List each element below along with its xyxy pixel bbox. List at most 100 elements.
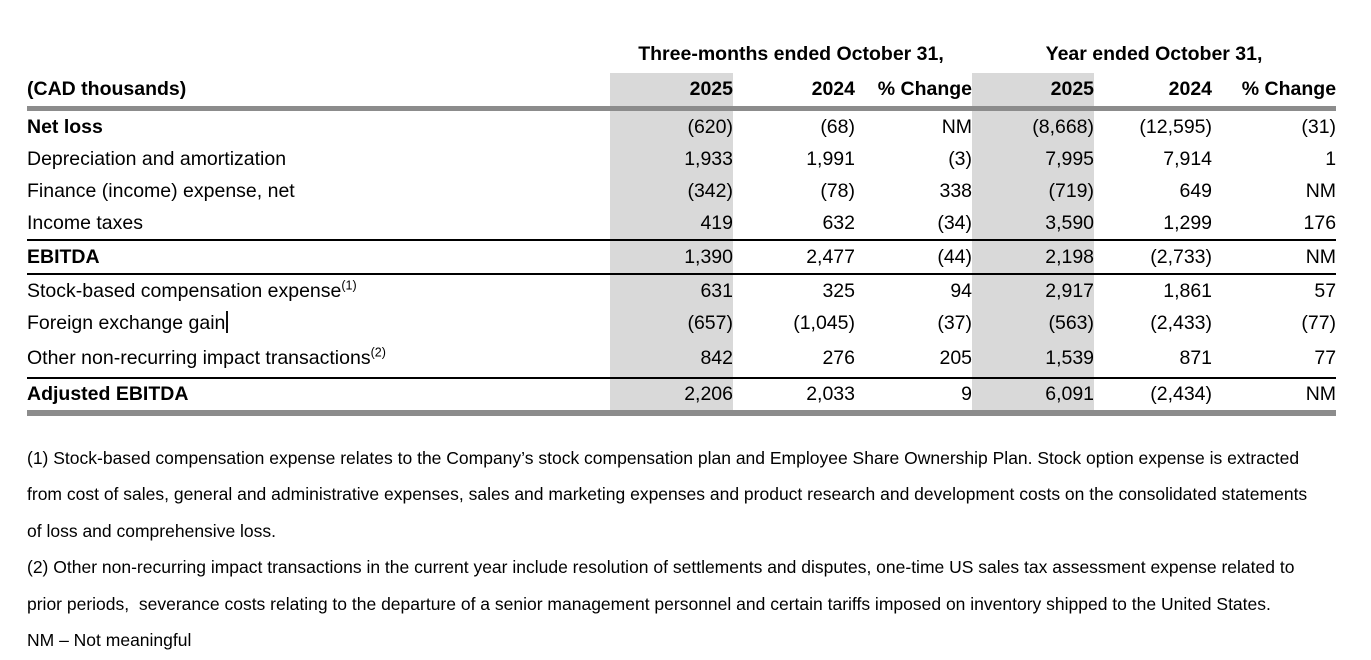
cell-value: (34): [855, 207, 973, 241]
cell-value: 1: [1325, 147, 1337, 170]
col-header-q-change: % Change: [855, 73, 973, 111]
cell-value: 338: [939, 179, 973, 202]
row-label-cell: Depreciation and amortization: [27, 143, 610, 175]
row-label: Foreign exchange gain: [27, 312, 226, 334]
cell-value: (342): [610, 175, 733, 207]
col-header-q-2024: 2024: [733, 73, 855, 111]
cell-value: 1,861: [1163, 279, 1213, 302]
cell-value: (2,733): [1094, 240, 1213, 275]
row-label-cell: Stock-based compensation expense(1): [27, 274, 610, 307]
row-label-cell: Net loss: [27, 109, 610, 144]
row-label: Stock-based compensation expense: [27, 279, 342, 302]
cell-value: 7,914: [1163, 147, 1213, 170]
row-label-cell: EBITDA: [27, 240, 610, 275]
footnote-line: from cost of sales, general and administ…: [27, 484, 1308, 505]
column-header-row: (CAD thousands) 2025 2024 % Change 2025 …: [27, 73, 1337, 111]
units-label: (CAD thousands): [27, 73, 610, 111]
cell-value: 871: [1094, 339, 1213, 379]
cell-value: (37): [937, 311, 973, 334]
cell-value: (657): [610, 307, 733, 339]
table-row-stock-compensation: Stock-based compensation expense(1) 631 …: [27, 274, 1336, 307]
cell-value: 2,477: [733, 240, 855, 275]
financial-statement-document: Three-months ended October 31, Year ende…: [27, 36, 1337, 416]
col-header-y-2025: 2025: [972, 73, 1095, 111]
footnotes-section: (1) Stock-based compensation expense rel…: [27, 440, 1357, 658]
cell-value: 205: [855, 339, 973, 379]
table-row-other-non-recurring: Other non-recurring impact transactions(…: [27, 339, 1337, 379]
cell-value: 325: [822, 279, 855, 302]
cell-value: 77: [1212, 339, 1337, 379]
cell-value: 1,933: [610, 143, 733, 175]
cell-value: NM: [1212, 378, 1337, 416]
cell-value: 9: [855, 378, 973, 416]
cell-value: (1,045): [793, 311, 855, 334]
footnote-ref-1: (1): [341, 278, 357, 292]
cell-value: (563): [972, 307, 1095, 339]
group-header-three-months: Three-months ended October 31,: [638, 43, 944, 65]
cell-value: 176: [1212, 207, 1337, 241]
cell-value: 632: [733, 207, 855, 241]
col-header-q-2025: 2025: [610, 73, 733, 111]
row-label: Depreciation and amortization: [27, 147, 287, 170]
cell-value: 419: [610, 207, 733, 241]
cell-value: NM: [1212, 240, 1337, 275]
table-row-foreign-exchange: Foreign exchange gain (657) (1,045) (37)…: [27, 307, 1336, 339]
table-row-adjusted-ebitda: Adjusted EBITDA 2,206 2,033 9 6,091 (2,4…: [27, 378, 1337, 416]
footnote-line: of loss and comprehensive loss.: [27, 520, 277, 541]
cell-value: 1,390: [610, 240, 733, 275]
ebitda-reconciliation-table: Three-months ended October 31, Year ende…: [27, 36, 1337, 416]
cell-value: 6,091: [972, 378, 1095, 416]
cell-value: 3,590: [972, 207, 1095, 241]
row-label: EBITDA: [27, 245, 100, 268]
cell-value: (44): [855, 240, 973, 275]
row-label: Other non-recurring impact transactions: [27, 346, 371, 369]
table-row-finance: Finance (income) expense, net (342) (78)…: [27, 175, 1336, 207]
cell-value: (12,595): [1139, 115, 1213, 138]
cell-value: 2,033: [733, 378, 855, 416]
table-row-ebitda: EBITDA 1,390 2,477 (44) 2,198 (2,733) NM: [27, 240, 1337, 275]
footnote-line: prior periods, severance costs relating …: [27, 593, 1271, 614]
table-row-income-taxes: Income taxes 419 632 (34) 3,590 1,299 17…: [27, 207, 1337, 241]
cell-value: 7,995: [972, 143, 1095, 175]
footnote-line: (1) Stock-based compensation expense rel…: [27, 448, 1300, 468]
spacer-cell: [27, 36, 610, 73]
cell-value: 94: [950, 279, 973, 302]
cell-value: (68): [820, 115, 855, 138]
cell-value: (8,668): [972, 108, 1095, 143]
cell-value: 842: [610, 339, 733, 379]
cell-value: 1,991: [806, 147, 855, 170]
footnote-nm-legend: NM – Not meaningful: [27, 629, 192, 650]
cell-value: (77): [1301, 311, 1337, 334]
row-label-cell: Income taxes: [27, 207, 610, 241]
cell-value: (2,433): [1150, 311, 1213, 334]
footnote-ref-2: (2): [370, 345, 386, 359]
cell-value: 2,917: [972, 274, 1095, 307]
table-row-depreciation: Depreciation and amortization 1,933 1,99…: [27, 143, 1336, 175]
cell-value: 276: [733, 339, 855, 379]
row-label-cell: Other non-recurring impact transactions(…: [27, 339, 610, 379]
footnote-line: (2) Other non-recurring impact transacti…: [27, 557, 1295, 578]
row-label-cell: Adjusted EBITDA: [27, 378, 610, 416]
cell-value: 649: [1179, 179, 1213, 202]
cell-value: (3): [948, 147, 973, 170]
cell-value: (2,434): [1094, 378, 1213, 416]
text-cursor-caret: [226, 311, 229, 333]
col-header-y-2024: 2024: [1094, 73, 1213, 111]
group-header-row: Three-months ended October 31, Year ende…: [27, 36, 1336, 73]
row-label-cell: Finance (income) expense, net: [27, 175, 610, 207]
cell-value: 1,539: [972, 339, 1095, 379]
cell-value: (78): [820, 179, 855, 202]
cell-value: NM: [941, 115, 973, 138]
cell-value: NM: [1305, 179, 1337, 202]
cell-value: (719): [972, 175, 1095, 207]
row-label: Net loss: [27, 115, 103, 138]
cell-value: 2,198: [972, 240, 1095, 275]
cell-value: 2,206: [610, 378, 733, 416]
row-label: Income taxes: [27, 211, 143, 234]
row-label-cell[interactable]: Foreign exchange gain: [27, 307, 610, 339]
col-header-y-change: % Change: [1212, 73, 1337, 111]
cell-value: (31): [1301, 115, 1337, 138]
cell-value: 631: [610, 274, 733, 307]
cell-value: 57: [1314, 279, 1337, 302]
cell-value: (620): [610, 108, 733, 143]
